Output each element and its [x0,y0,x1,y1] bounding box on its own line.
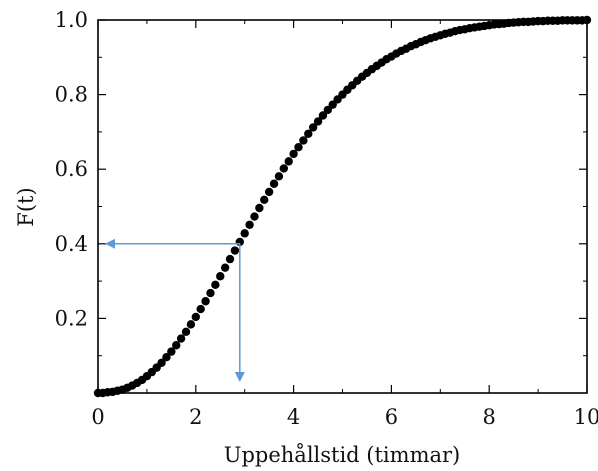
data-point [225,254,235,264]
data-point [255,203,264,213]
x-tick-label: 4 [287,405,300,429]
y-axis-title: F(t) [14,187,38,226]
data-point [250,212,259,221]
y-tick-label: 1.0 [55,8,88,32]
data-point [299,136,308,145]
data-point [269,179,279,188]
x-tick-label: 0 [91,405,104,429]
x-tick-label: 6 [385,405,398,429]
data-point [176,334,186,343]
data-point [157,358,166,367]
data-point [220,263,230,272]
y-tick-label: 0.4 [55,232,88,256]
data-point [196,304,205,314]
plot-frame [97,19,588,394]
x-axis-title: Uppehållstid (timmar) [224,443,460,467]
x-tick-label: 8 [483,405,496,429]
data-point [181,327,191,337]
data-point [216,272,225,281]
data-point [304,129,313,138]
data-point [313,117,323,126]
data-point [240,229,249,238]
x-tick-labels: 0 2 4 6 8 10 [91,405,598,429]
data-point [172,341,181,350]
data-point [167,347,176,356]
data-point [162,352,171,362]
data-point [284,157,293,166]
y-tick-label: 0.2 [55,306,88,330]
y-tick-label: 0.6 [55,157,88,181]
data-point [582,15,592,25]
data-point [186,320,196,329]
data-points [93,15,592,398]
data-point [274,172,284,181]
data-point [294,142,303,152]
data-point [206,288,215,298]
annotation-arrows [105,238,245,382]
data-point [211,280,220,290]
x-tick-label: 10 [574,405,598,429]
data-point [245,220,254,229]
data-point [279,164,289,173]
data-point [318,111,328,120]
data-point [308,123,318,132]
data-point [264,187,274,197]
data-point [260,195,269,204]
axis-ticks [97,19,588,393]
data-point [191,312,200,322]
x-tick-label: 2 [189,405,202,429]
y-tick-label: 0.8 [55,83,88,107]
y-tick-labels: 0.2 0.4 0.6 0.8 1.0 [55,8,88,330]
data-point [289,149,298,159]
data-point [201,297,210,306]
data-point [230,246,240,255]
